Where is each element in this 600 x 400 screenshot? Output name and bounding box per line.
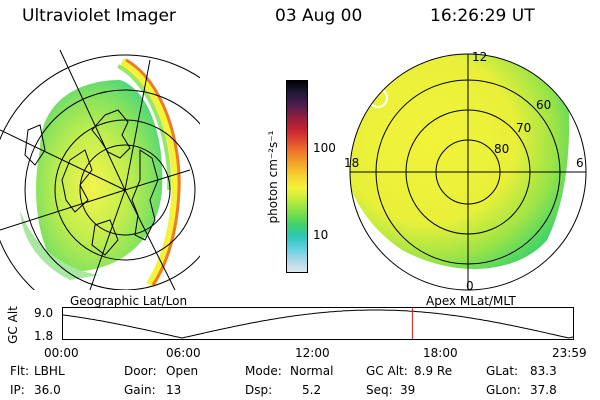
mlt-label-0: 0 (466, 279, 474, 293)
altitude-ylabel: GC Alt (6, 306, 20, 344)
time-tick-3: 18:00 (423, 346, 458, 360)
altitude-ytick-bottom: 1.8 (34, 329, 54, 343)
door-label: Door: (124, 364, 157, 378)
colorbar-unit-label: photon cm⁻²s⁻¹ (266, 130, 280, 224)
left-panel-caption: Geographic Lat/Lon (70, 294, 188, 308)
lat-label-60: 60 (536, 98, 551, 112)
date-label: 03 Aug 00 (275, 6, 363, 26)
dsp-label: Dsp: (245, 383, 273, 397)
time-tick-4: 23:59 (552, 346, 587, 360)
seq-label: Seq: (366, 383, 393, 397)
ip-label: IP: (10, 383, 25, 397)
flt-label: Flt: (10, 364, 29, 378)
mlt-label-6: 6 (576, 156, 584, 170)
mode-value: Normal (290, 364, 334, 378)
magnetic-polar-plot: 12 18 6 0 60 70 80 (344, 50, 587, 293)
glon-label: GLon: (486, 383, 521, 397)
mlt-label-12: 12 (472, 50, 487, 64)
glat-value: 83.3 (530, 364, 557, 378)
dsp-value: 5.2 (302, 383, 322, 397)
mlt-label-18: 18 (344, 156, 359, 170)
time-tick-2: 12:00 (295, 346, 330, 360)
gcalt-value: 8.9 Re (414, 364, 453, 378)
instrument-title: Ultraviolet Imager (22, 6, 176, 26)
lat-label-70: 70 (516, 121, 531, 135)
door-value: Open (166, 364, 199, 378)
colorbar-tick-10: 10 (313, 228, 329, 242)
colorbar (286, 80, 308, 273)
gcalt-label: GC Alt: (366, 364, 408, 378)
time-tick-0: 00:00 (44, 346, 79, 360)
ip-value: 36.0 (34, 383, 61, 397)
colorbar-gradient (287, 81, 307, 272)
glat-label: GLat: (486, 364, 519, 378)
flt-value: LBHL (34, 364, 65, 378)
altitude-ytick-top: 9.0 (34, 306, 54, 320)
gain-label: Gain: (124, 383, 156, 397)
geographic-image (0, 49, 200, 290)
colorbar-tick-100: 100 (313, 141, 336, 155)
mode-label: Mode: (245, 364, 282, 378)
gain-value: 13 (166, 383, 182, 397)
seq-value: 39 (400, 383, 416, 397)
right-panel-caption: Apex MLat/MLT (426, 294, 516, 308)
lat-label-80: 80 (494, 142, 509, 156)
time-label: 16:26:29 UT (430, 6, 535, 26)
altitude-plot (62, 307, 574, 340)
time-tick-1: 06:00 (166, 346, 201, 360)
altitude-curve (62, 309, 574, 339)
glon-value: 37.8 (530, 383, 557, 397)
